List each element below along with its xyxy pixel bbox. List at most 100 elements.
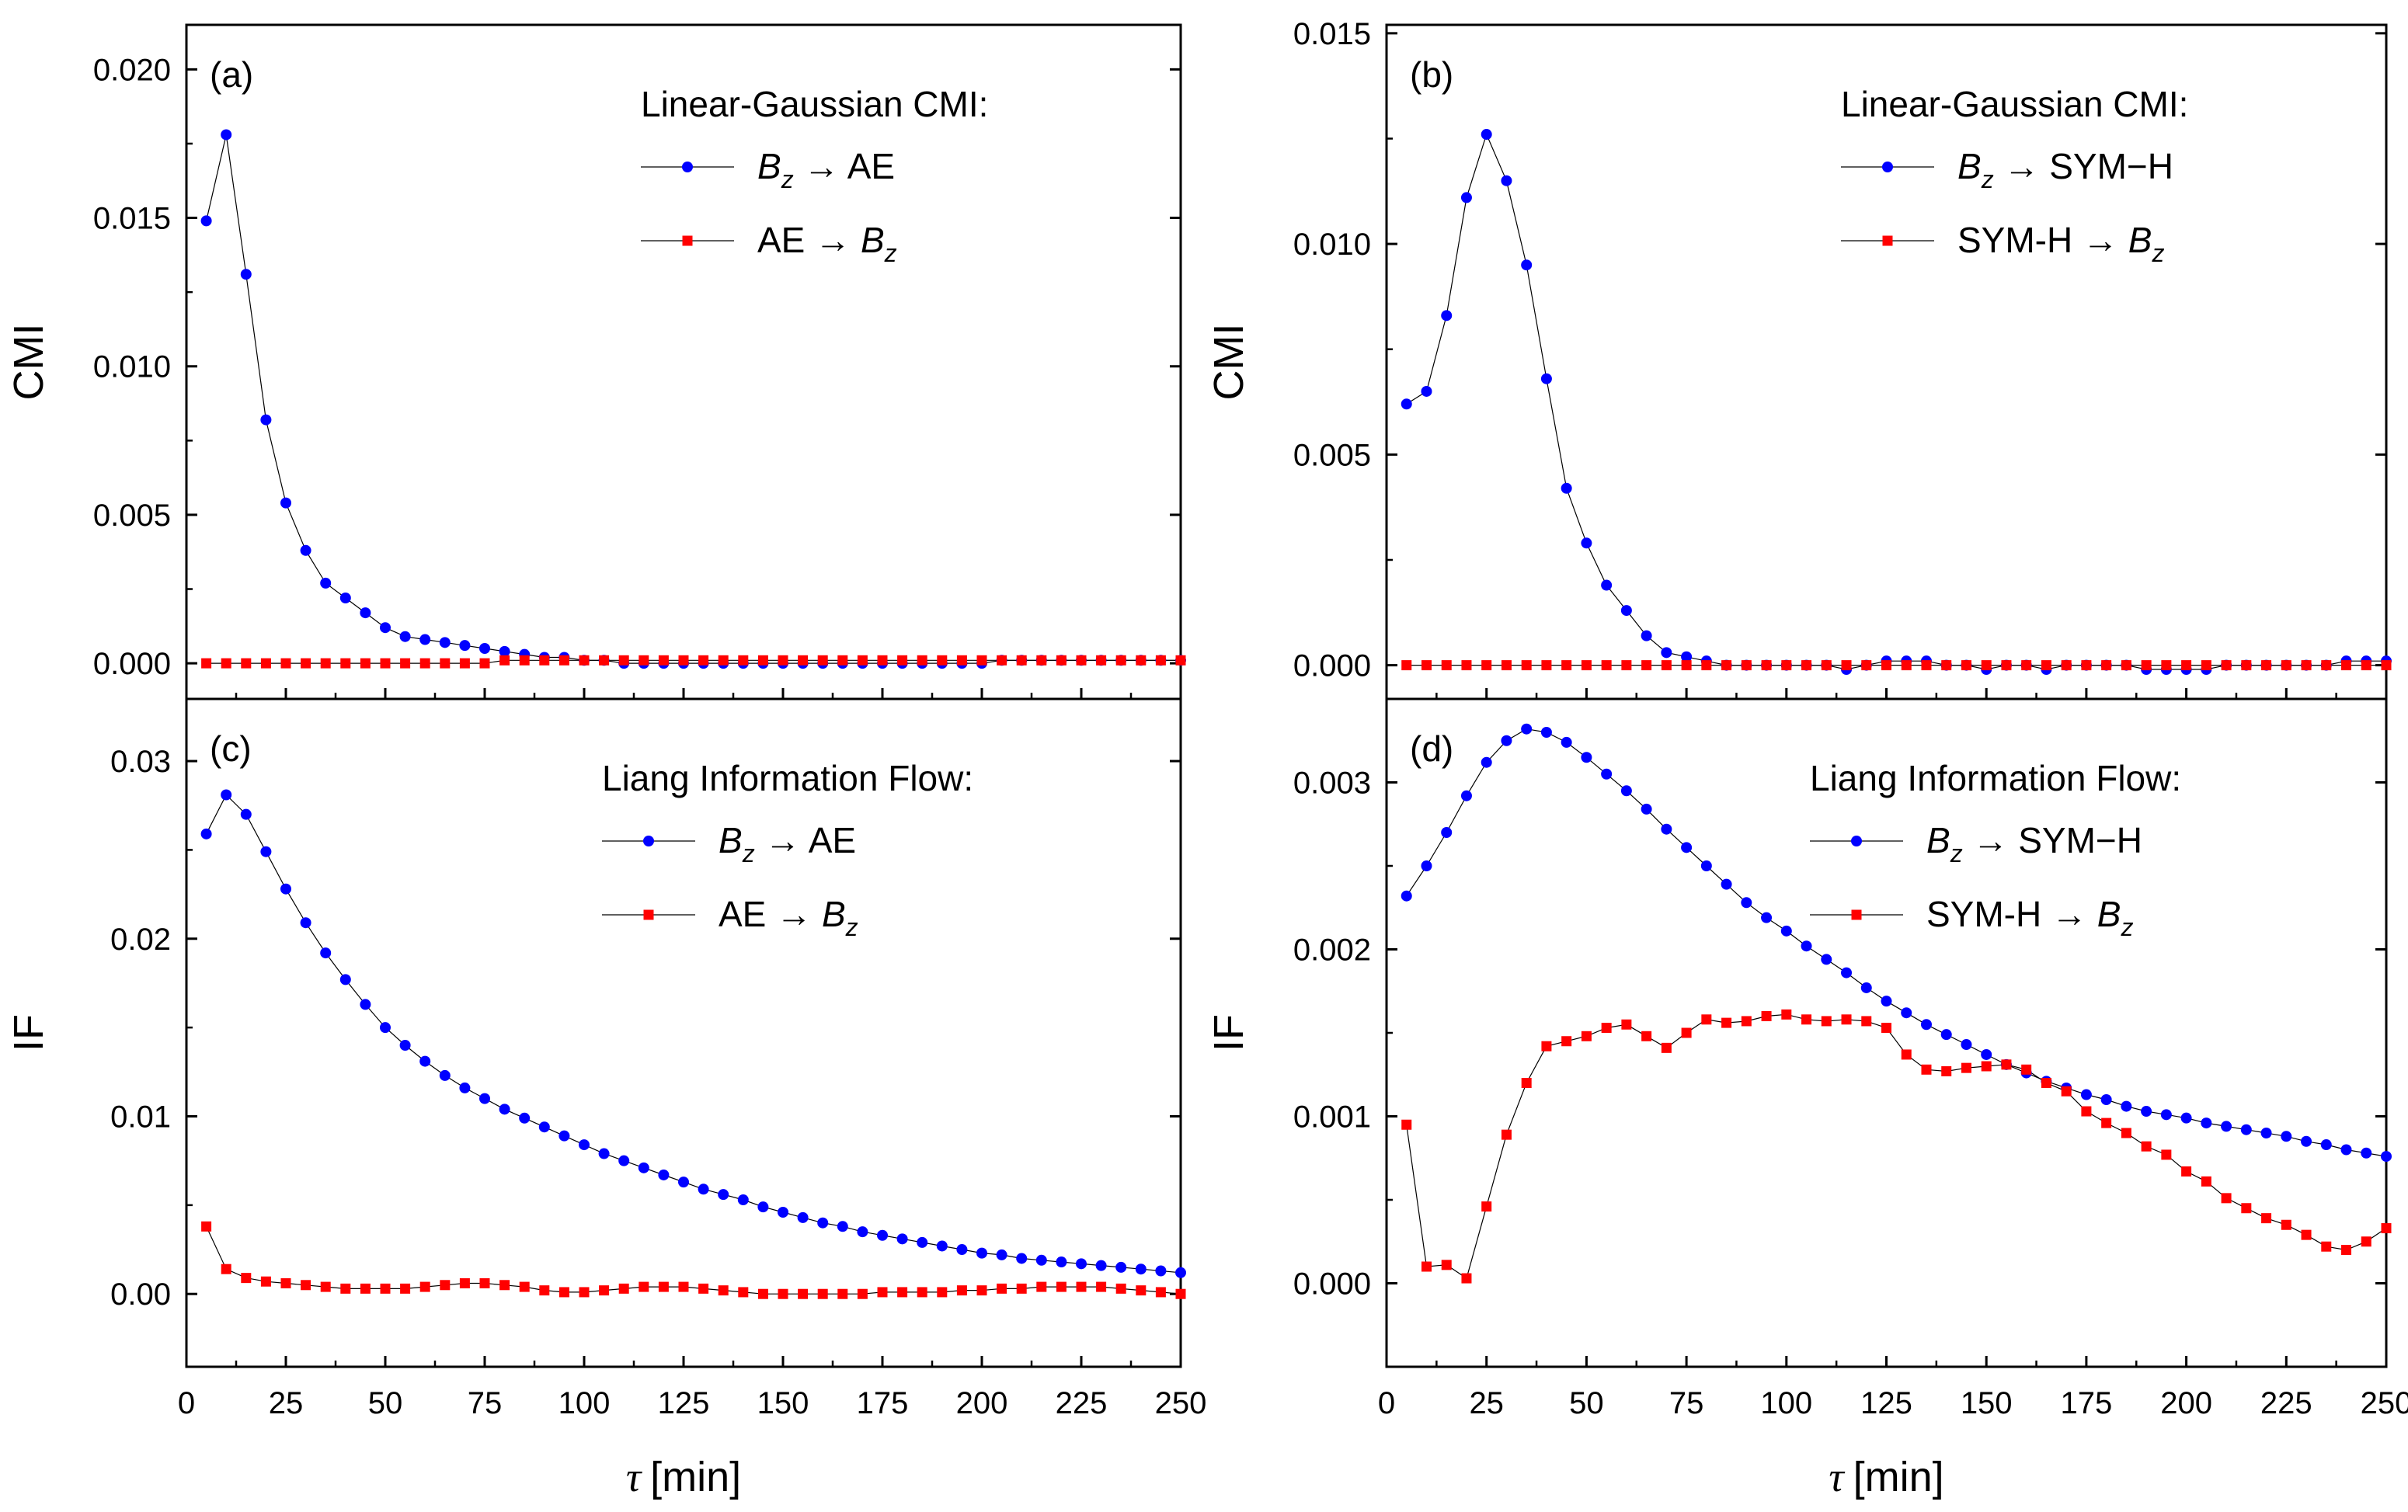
legend-term: AE <box>719 894 766 934</box>
data-point <box>419 634 431 645</box>
data-point <box>1620 785 1632 797</box>
data-point <box>1175 1267 1186 1278</box>
data-point <box>2001 1059 2012 1070</box>
data-point <box>1741 897 1752 909</box>
data-point <box>280 497 291 509</box>
data-point <box>538 1121 550 1133</box>
data-point <box>1540 373 1552 384</box>
data-point <box>380 622 391 634</box>
y-tick-label: 0.03 <box>110 745 171 779</box>
legend-label: SYM-H → Bz <box>1926 894 2133 941</box>
data-point <box>2121 1100 2132 1112</box>
y-tick-label: 0.000 <box>1293 1267 1371 1302</box>
data-point <box>1921 660 1932 671</box>
y-tick-label: 0.010 <box>93 350 171 384</box>
data-point <box>1801 940 1812 952</box>
y-tick-label: 0.003 <box>1293 766 1371 801</box>
data-point <box>877 1287 888 1298</box>
arrow-symbol: → <box>1994 146 2050 186</box>
legend-term: AE <box>757 220 805 260</box>
data-point <box>678 1281 689 1292</box>
data-point <box>1841 1014 1852 1025</box>
data-point <box>798 655 809 666</box>
data-point <box>2241 1203 2252 1214</box>
data-point <box>360 1283 371 1294</box>
data-point <box>2061 660 2072 671</box>
data-point <box>200 215 212 227</box>
data-point <box>1521 660 1532 671</box>
data-point <box>320 1281 331 1292</box>
data-point <box>1881 660 1891 671</box>
data-point <box>459 1082 471 1093</box>
data-point <box>976 655 987 666</box>
plot-frame <box>1385 23 2388 700</box>
data-point <box>499 1280 510 1291</box>
data-point <box>241 1273 252 1284</box>
legend-label: AE → Bz <box>757 220 897 267</box>
y-tick-label: 0.020 <box>93 53 171 87</box>
legend-label: AE → Bz <box>719 894 858 941</box>
data-point <box>2221 660 2232 671</box>
data-point <box>757 655 768 666</box>
data-point <box>1661 1042 1672 1053</box>
data-point <box>618 655 629 666</box>
data-point <box>1481 129 1492 141</box>
data-point <box>240 808 252 820</box>
data-point <box>1155 1287 1166 1298</box>
data-point <box>1441 660 1452 671</box>
data-point <box>937 655 948 666</box>
y-tick-label: 0.002 <box>1293 933 1371 968</box>
y-tick-label: 0.001 <box>1293 1100 1371 1135</box>
data-point <box>280 658 291 669</box>
x-tick-label: 150 <box>757 1386 809 1420</box>
legend-term: B <box>2097 894 2121 934</box>
data-point <box>360 999 371 1010</box>
data-point <box>2301 1229 2312 1240</box>
data-point <box>2381 660 2392 671</box>
data-point <box>519 1281 530 1292</box>
y-tick-label: 0.00 <box>110 1277 171 1312</box>
data-point <box>1115 655 1126 666</box>
data-point <box>1561 660 1572 671</box>
arrow-symbol: → <box>2072 220 2128 260</box>
x-axis-symbol: τ <box>1829 1454 1845 1500</box>
y-tick-label: 0.015 <box>93 202 171 236</box>
legend-term: SYM−H <box>2018 820 2142 860</box>
x-tick-label: 225 <box>1056 1386 1108 1420</box>
arrow-symbol: → <box>1963 820 2019 860</box>
data-point <box>439 637 451 648</box>
data-point <box>2021 1064 2032 1075</box>
data-point <box>221 658 231 669</box>
data-point <box>1881 996 1892 1007</box>
data-point <box>1521 259 1533 271</box>
data-point <box>757 1288 768 1299</box>
data-point <box>798 1288 809 1299</box>
data-point <box>897 655 908 666</box>
legend-marker <box>1851 836 1862 846</box>
data-point <box>1741 1016 1752 1027</box>
data-point <box>1056 655 1067 666</box>
data-point <box>817 1217 829 1229</box>
data-point <box>1721 660 1732 671</box>
data-point <box>1761 660 1772 671</box>
panel-label: (a) <box>210 54 253 95</box>
data-point <box>778 1288 788 1299</box>
data-point <box>1701 660 1712 671</box>
data-point <box>678 655 689 666</box>
x-tick-label: 200 <box>956 1386 1008 1420</box>
data-point <box>956 1244 968 1256</box>
data-point <box>440 1280 451 1291</box>
data-point <box>280 1278 291 1288</box>
data-point <box>221 129 232 141</box>
data-point <box>301 658 311 669</box>
data-point <box>997 1283 1007 1294</box>
data-point <box>399 1040 411 1051</box>
data-point <box>2221 1121 2232 1132</box>
data-point <box>399 631 411 642</box>
data-point <box>618 1155 630 1166</box>
data-point <box>757 1201 769 1213</box>
data-point <box>857 655 868 666</box>
data-point <box>1641 1031 1652 1041</box>
data-point <box>1076 1258 1087 1270</box>
